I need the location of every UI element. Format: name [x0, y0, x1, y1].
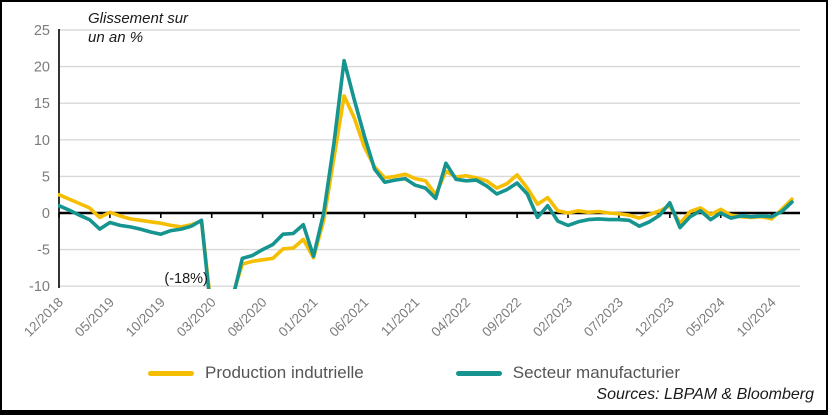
svg-text:04/2022: 04/2022 — [428, 295, 473, 340]
svg-text:12/2023: 12/2023 — [632, 295, 677, 340]
chart-title: Glissement sur un an % — [88, 9, 188, 47]
svg-text:12/2018: 12/2018 — [21, 295, 66, 340]
svg-text:25: 25 — [34, 23, 50, 39]
svg-text:08/2020: 08/2020 — [225, 295, 270, 340]
legend: Production indutrielle Secteur manufactu… — [2, 360, 826, 386]
legend-item-production-industrielle: Production indutrielle — [147, 363, 364, 383]
svg-text:09/2022: 09/2022 — [479, 295, 524, 340]
chart-title-line1: Glissement sur — [88, 10, 189, 27]
svg-text:10/2024: 10/2024 — [734, 294, 779, 339]
svg-text:-10: -10 — [29, 279, 50, 295]
svg-text:15: 15 — [34, 96, 50, 112]
svg-text:01/2021: 01/2021 — [276, 295, 321, 340]
svg-text:05/2019: 05/2019 — [72, 295, 117, 340]
svg-text:5: 5 — [42, 169, 50, 185]
svg-text:20: 20 — [34, 60, 50, 76]
series-line-swatch-teal — [455, 370, 502, 376]
svg-text:10: 10 — [34, 133, 50, 149]
legend-label: Production indutrielle — [204, 363, 364, 382]
sources-note: Sources: LBPAM & Bloomberg — [596, 386, 814, 403]
svg-text:03/2020: 03/2020 — [174, 295, 219, 340]
svg-text:10/2019: 10/2019 — [123, 295, 168, 340]
svg-text:0: 0 — [42, 206, 50, 222]
svg-text:05/2024: 05/2024 — [683, 294, 728, 339]
svg-text:(-18%): (-18%) — [164, 271, 208, 287]
legend-label: Secteur manufacturier — [512, 363, 680, 382]
svg-text:07/2023: 07/2023 — [581, 295, 626, 340]
svg-text:-5: -5 — [37, 243, 50, 259]
svg-text:11/2021: 11/2021 — [378, 295, 422, 339]
series-line-swatch-yellow — [147, 370, 194, 376]
svg-text:06/2021: 06/2021 — [326, 295, 371, 340]
legend-item-secteur-manufacturier: Secteur manufacturier — [455, 363, 680, 383]
svg-text:02/2023: 02/2023 — [530, 295, 575, 340]
chart-title-line2: un an % — [88, 29, 144, 46]
